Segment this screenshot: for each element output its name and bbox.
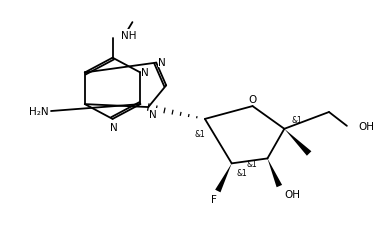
Text: &1: &1	[237, 169, 247, 178]
Text: &1: &1	[291, 116, 302, 125]
Polygon shape	[215, 164, 232, 192]
Text: O: O	[249, 95, 257, 105]
Text: OH: OH	[359, 121, 375, 131]
Text: N: N	[110, 122, 118, 132]
Text: OH: OH	[284, 189, 300, 199]
Text: F: F	[211, 194, 217, 204]
Text: N: N	[158, 57, 166, 67]
Text: &1: &1	[247, 159, 257, 168]
Polygon shape	[284, 129, 311, 156]
Polygon shape	[267, 159, 282, 187]
Text: H₂N: H₂N	[29, 107, 49, 117]
Text: N: N	[141, 68, 149, 78]
Text: N: N	[149, 110, 157, 119]
Text: NH: NH	[121, 31, 136, 41]
Text: &1: &1	[195, 129, 205, 138]
